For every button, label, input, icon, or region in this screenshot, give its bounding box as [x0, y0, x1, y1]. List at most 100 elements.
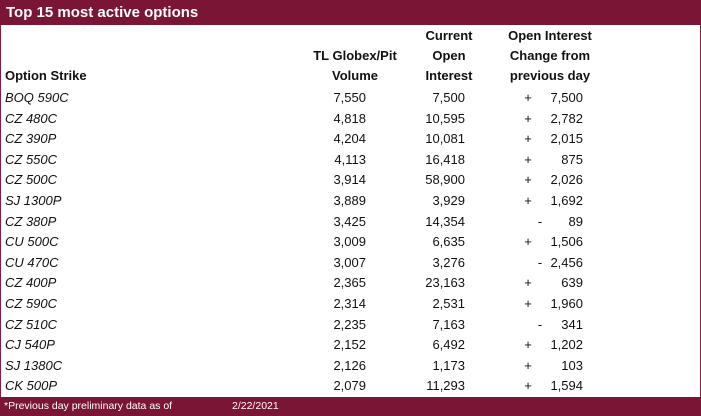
change-value-cell: 1,594: [550, 378, 583, 394]
change-value-cell: 103: [561, 357, 583, 373]
header-change-line-3: previous day: [509, 68, 591, 83]
volume-cell: 7,550: [333, 90, 366, 105]
open-interest-cell: 16,418: [425, 151, 465, 167]
open-interest-cell: 7,163: [432, 316, 465, 332]
header-open-interest-line-1: Current: [425, 28, 473, 43]
table-title: Top 15 most active options: [0, 0, 701, 25]
header-volume: TL Globex/Pit Volume: [300, 46, 410, 86]
option-strike-cell: CZ 380P: [5, 213, 57, 229]
change-value-cell: 7,500: [550, 90, 583, 105]
table-row: CJ 540P 2,152 6,492 +1,202: [0, 335, 701, 356]
change-value-cell: 2,026: [550, 172, 583, 188]
open-interest-cell: 1,173: [432, 357, 465, 373]
table-row: SJ 1300P 3,889 3,929 +1,692: [0, 191, 701, 212]
open-interest-cell: 14,354: [425, 213, 465, 229]
volume-cell: 2,365: [333, 275, 366, 291]
footer: *Previous day preliminary data as of 2/2…: [0, 397, 701, 416]
volume-cell: 3,425: [333, 213, 366, 229]
table-row: CK 500P 2,079 11,293 +1,594: [0, 376, 701, 397]
option-strike-cell: CZ 390P: [5, 131, 57, 147]
table-row: CU 470C 3,007 3,276 -2,456: [0, 253, 701, 274]
open-interest-cell: 11,293: [426, 378, 465, 394]
option-strike-cell: CZ 480C: [5, 110, 58, 126]
open-interest-cell: 7,500: [432, 90, 465, 105]
table-row: SJ 1380C 2,126 1,173 +103: [0, 356, 701, 377]
change-sign-cell: +: [524, 234, 532, 250]
header-change: Open Interest Change from previous day: [490, 26, 610, 86]
volume-cell: 3,914: [333, 172, 366, 188]
volume-cell: 2,152: [333, 337, 366, 353]
change-value-cell: 2,782: [550, 110, 583, 126]
change-sign-cell: +: [524, 337, 532, 353]
table-row: CZ 550C 4,113 16,418 +875: [0, 150, 701, 171]
open-interest-cell: 3,929: [432, 192, 465, 208]
volume-cell: 4,113: [334, 151, 366, 167]
table-row: CZ 400P 2,365 23,163 +639: [0, 273, 701, 294]
table-row: BOQ 590C 7,550 7,500 +7,500: [0, 88, 701, 109]
volume-cell: 3,889: [333, 192, 366, 208]
change-sign-cell: +: [524, 90, 532, 105]
header-volume-line-2: Volume: [332, 68, 378, 83]
header-open-interest-line-2: Open: [432, 48, 466, 63]
change-sign-cell: +: [524, 172, 532, 188]
change-value-cell: 875: [561, 151, 583, 167]
open-interest-cell: 6,635: [432, 234, 465, 250]
open-interest-cell: 6,492: [432, 337, 465, 353]
open-interest-cell: 23,163: [425, 275, 465, 291]
change-value-cell: 639: [561, 275, 583, 291]
option-strike-cell: CJ 540P: [5, 337, 55, 353]
header-option-strike-label: Option Strike: [5, 68, 87, 83]
volume-cell: 2,314: [333, 295, 366, 311]
table-body: BOQ 590C 7,550 7,500 +7,500 CZ 480C 4,818 10,5…: [0, 88, 701, 397]
option-strike-cell: CU 470C: [5, 254, 59, 270]
change-value-cell: 1,960: [550, 295, 583, 311]
change-sign-cell: +: [524, 275, 532, 291]
change-sign-cell: +: [524, 357, 532, 373]
change-sign-cell: +: [524, 295, 532, 311]
footer-date: 2/22/2021: [232, 400, 279, 412]
volume-cell: 4,818: [333, 110, 366, 126]
volume-cell: 2,126: [333, 357, 366, 373]
change-value-cell: 1,506: [550, 234, 583, 250]
change-value-cell: 341: [561, 316, 583, 332]
change-value-cell: 2,015: [550, 131, 583, 147]
option-strike-cell: CZ 550C: [5, 151, 58, 167]
option-strike-cell: CZ 590C: [5, 295, 58, 311]
header-volume-line-1: TL Globex/Pit: [313, 48, 397, 63]
table-row: CZ 380P 3,425 14,354 - 89: [0, 212, 701, 233]
table-row: CU 500C 3,009 6,635 +1,506: [0, 232, 701, 253]
change-sign-cell: +: [524, 378, 532, 394]
change-sign-cell: +: [524, 131, 532, 147]
volume-cell: 3,009: [333, 234, 366, 250]
table-row: CZ 480C 4,818 10,595 +2,782: [0, 109, 701, 130]
header-open-interest: Current Open Interest: [410, 26, 488, 86]
change-sign-cell: -: [537, 316, 543, 332]
table-row: CZ 590C 2,314 2,531 +1,960: [0, 294, 701, 315]
table-row: CZ 510C 2,235 7,163 - 341: [0, 315, 701, 336]
option-strike-cell: CZ 500C: [5, 172, 58, 188]
volume-cell: 2,079: [333, 378, 366, 394]
open-interest-cell: 2,531: [432, 295, 465, 311]
table-row: CZ 500C 3,914 58,900 +2,026: [0, 170, 701, 191]
change-value-cell: 1,692: [550, 192, 583, 208]
header-change-line-1: Open Interest: [508, 28, 592, 43]
option-strike-cell: BOQ 590C: [5, 90, 69, 105]
change-value-cell: 2,456: [550, 254, 583, 270]
change-sign-cell: -: [537, 254, 543, 270]
change-value-cell: 1,202: [550, 337, 583, 353]
change-sign-cell: +: [524, 151, 532, 167]
footer-note: *Previous day preliminary data as of: [4, 400, 173, 412]
volume-cell: 2,235: [333, 316, 366, 332]
option-strike-cell: CU 500C: [5, 234, 59, 250]
option-strike-cell: SJ 1380C: [5, 357, 63, 373]
change-sign-cell: +: [524, 110, 532, 126]
table-row: CZ 390P 4,204 10,081 +2,015: [0, 129, 701, 150]
open-interest-cell: 58,900: [425, 172, 465, 188]
option-strike-cell: CZ 510C: [5, 316, 58, 332]
header-option-strike: Option Strike: [5, 66, 87, 86]
volume-cell: 3,007: [333, 254, 366, 270]
header-change-line-2: Change from: [509, 48, 591, 63]
open-interest-cell: 3,276: [432, 254, 465, 270]
change-sign-cell: -: [537, 213, 543, 229]
header-open-interest-line-3: Interest: [425, 68, 473, 83]
